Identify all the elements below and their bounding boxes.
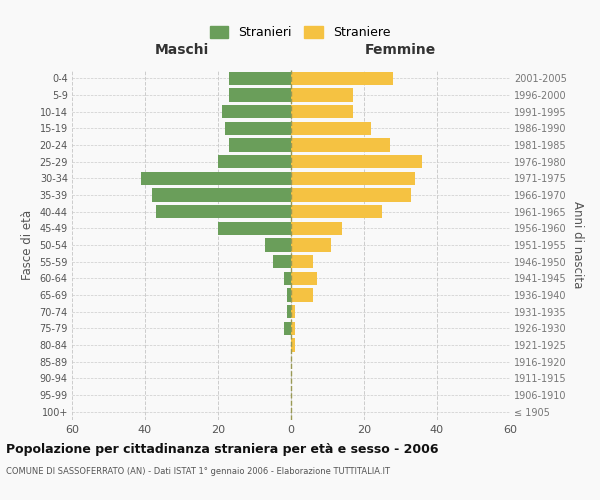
Bar xyxy=(229,138,291,151)
Bar xyxy=(218,155,291,168)
Bar xyxy=(229,72,291,85)
Text: COMUNE DI SASSOFERRATO (AN) - Dati ISTAT 1° gennaio 2006 - Elaborazione TUTTITAL: COMUNE DI SASSOFERRATO (AN) - Dati ISTAT… xyxy=(6,468,390,476)
Bar xyxy=(291,222,342,235)
Bar xyxy=(291,72,393,85)
Bar xyxy=(291,122,371,135)
Bar xyxy=(291,138,389,151)
Bar xyxy=(229,88,291,102)
Legend: Stranieri, Straniere: Stranieri, Straniere xyxy=(205,21,395,44)
Bar xyxy=(221,105,291,118)
Bar xyxy=(287,305,291,318)
Bar xyxy=(152,188,291,202)
Bar xyxy=(291,105,353,118)
Bar xyxy=(291,172,415,185)
Text: Femmine: Femmine xyxy=(365,44,436,58)
Bar xyxy=(291,255,313,268)
Bar xyxy=(284,322,291,335)
Bar xyxy=(291,272,317,285)
Bar xyxy=(291,322,295,335)
Bar xyxy=(291,188,412,202)
Bar xyxy=(156,205,291,218)
Text: Popolazione per cittadinanza straniera per età e sesso - 2006: Popolazione per cittadinanza straniera p… xyxy=(6,442,439,456)
Bar xyxy=(287,288,291,302)
Bar xyxy=(291,288,313,302)
Bar xyxy=(291,88,353,102)
Bar xyxy=(218,222,291,235)
Bar xyxy=(284,272,291,285)
Bar xyxy=(291,305,295,318)
Bar xyxy=(291,155,422,168)
Bar xyxy=(273,255,291,268)
Bar xyxy=(291,238,331,252)
Bar xyxy=(291,338,295,351)
Y-axis label: Anni di nascita: Anni di nascita xyxy=(571,202,584,288)
Text: Maschi: Maschi xyxy=(154,44,209,58)
Bar xyxy=(226,122,291,135)
Bar xyxy=(142,172,291,185)
Bar xyxy=(291,205,382,218)
Y-axis label: Fasce di età: Fasce di età xyxy=(21,210,34,280)
Bar xyxy=(265,238,291,252)
